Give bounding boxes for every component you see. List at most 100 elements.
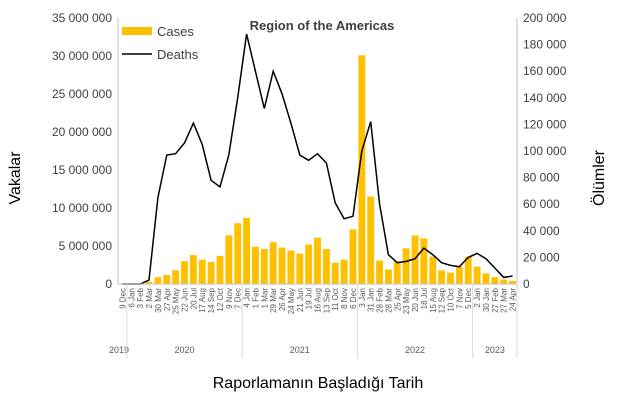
y-tick-label: 5 000 000 [59, 239, 113, 253]
cases-bar [331, 262, 339, 284]
x-tick-label: 2 Jan [473, 288, 482, 308]
x-tick-label: 26 Apr [278, 288, 287, 311]
x-tick-label: 19 Jul [305, 288, 314, 310]
cases-bar [376, 260, 383, 284]
x-tick-label: 17 Aug [198, 288, 207, 313]
year-label: 2019 [109, 345, 129, 355]
y2-tick-label: 160 000 [523, 64, 567, 78]
y-tick-label: 25 000 000 [52, 87, 112, 101]
deaths-line [122, 33, 513, 285]
x-tick-label: 22 Jun [181, 288, 190, 312]
legend-cases-label: Cases [157, 24, 194, 39]
x-tick-label: 30 Mar [154, 288, 163, 313]
cases-bar [385, 269, 392, 284]
y-tick-label: 30 000 000 [52, 49, 112, 63]
x-axis-label: Raporlamanın Başladığı Tarih [213, 375, 424, 392]
y-tick-label: 20 000 000 [52, 125, 112, 139]
x-tick-label: 8 Nov [340, 288, 349, 309]
cases-bar [225, 235, 233, 284]
x-tick-label: 25 Apr [393, 288, 402, 311]
x-tick-label: 16 Aug [314, 288, 323, 313]
cases-bar [464, 256, 472, 284]
cases-bar [181, 261, 188, 284]
cases-bar [154, 277, 162, 284]
cases-bar [269, 242, 277, 284]
cases-bar [358, 55, 366, 284]
x-tick-label: 29 Mar [269, 288, 278, 313]
cases-bar [367, 196, 375, 284]
cases-bar [340, 259, 348, 284]
x-tick-label: 25 May [172, 288, 181, 314]
x-tick-label: 14 Sep [207, 287, 216, 313]
x-tick-label: 24 May [287, 288, 296, 314]
year-label: 2020 [174, 345, 194, 355]
year-label: 2021 [290, 345, 310, 355]
x-tick-label: 23 May [402, 288, 411, 314]
cases-bar [455, 266, 463, 284]
x-tick-label: 2 Mar [145, 288, 154, 309]
x-tick-label: 3 Jan [358, 288, 367, 308]
x-tick-label: 20 Jun [411, 288, 420, 312]
x-tick-label: 15 Aug [429, 288, 438, 313]
x-tick-label: 11 Oct [331, 287, 340, 311]
x-tick-label: 28 Mar [384, 288, 393, 313]
legend-deaths-label: Deaths [157, 47, 199, 62]
cases-bar [482, 273, 490, 284]
cases-bar [411, 235, 419, 284]
cases-bar [500, 279, 508, 284]
y-tick-label: 15 000 000 [52, 163, 112, 177]
x-tick-label: 27 Apr [163, 288, 172, 311]
cases-bar [402, 248, 410, 284]
x-tick-label: 12 Oct [216, 287, 225, 311]
y-axis-label: Vakalar [7, 151, 24, 205]
cases-bar [287, 250, 295, 284]
x-tick-label: 5 Dec [464, 288, 473, 309]
year-label: 2023 [485, 345, 505, 355]
cases-bar [207, 261, 215, 284]
cases-bar [252, 246, 259, 284]
cases-bar [260, 249, 268, 284]
cases-bar [473, 266, 481, 284]
cases-bar [491, 277, 499, 284]
cases-bar [438, 270, 446, 284]
x-tick-label: 4 Jan [243, 288, 252, 308]
x-tick-label: 10 Oct [447, 287, 456, 311]
x-tick-label: 24 Apr [509, 288, 518, 311]
cases-bar [420, 238, 428, 284]
y2-tick-label: 60 000 [523, 197, 560, 211]
cases-bar [393, 261, 401, 284]
y2-tick-label: 40 000 [523, 224, 560, 238]
x-tick-label: 1 Feb [251, 287, 260, 308]
x-tick-label: 3 Feb [136, 287, 145, 308]
x-tick-label: 1 Mar [260, 288, 269, 309]
y2-axis-label: Ölümler [590, 149, 608, 206]
chart-title: Region of the Americas [250, 18, 395, 33]
year-label: 2022 [405, 345, 425, 355]
x-tick-label: 7 Dec [234, 288, 243, 309]
x-tick-label: 31 Jan [367, 288, 376, 312]
x-tick-label: 13 Sep [322, 287, 331, 313]
cases-bar [349, 229, 357, 284]
x-tick-label: 6 Dec [349, 288, 358, 309]
cases-bar [278, 247, 286, 284]
y2-tick-label: 180 000 [523, 38, 567, 52]
y-tick-label: 10 000 000 [52, 201, 112, 215]
y2-tick-label: 20 000 [523, 250, 560, 264]
cases-bar [243, 217, 250, 284]
cases-bar [509, 280, 516, 284]
x-tick-label: 21 Jun [296, 288, 305, 312]
x-tick-label: 12 Sep [438, 287, 447, 313]
cases-bar [145, 281, 153, 284]
y2-tick-label: 140 000 [523, 91, 567, 105]
cases-bar [447, 272, 454, 284]
cases-bar [296, 253, 304, 284]
y2-tick-label: 100 000 [523, 144, 567, 158]
legend-cases-swatch [122, 27, 152, 35]
x-tick-label: 28 Feb [376, 287, 385, 312]
cases-bar [198, 259, 206, 284]
cases-bar [163, 274, 171, 284]
x-tick-label: 27 Mar [500, 288, 509, 313]
cases-bar [234, 223, 242, 284]
cases-bar [216, 255, 224, 284]
